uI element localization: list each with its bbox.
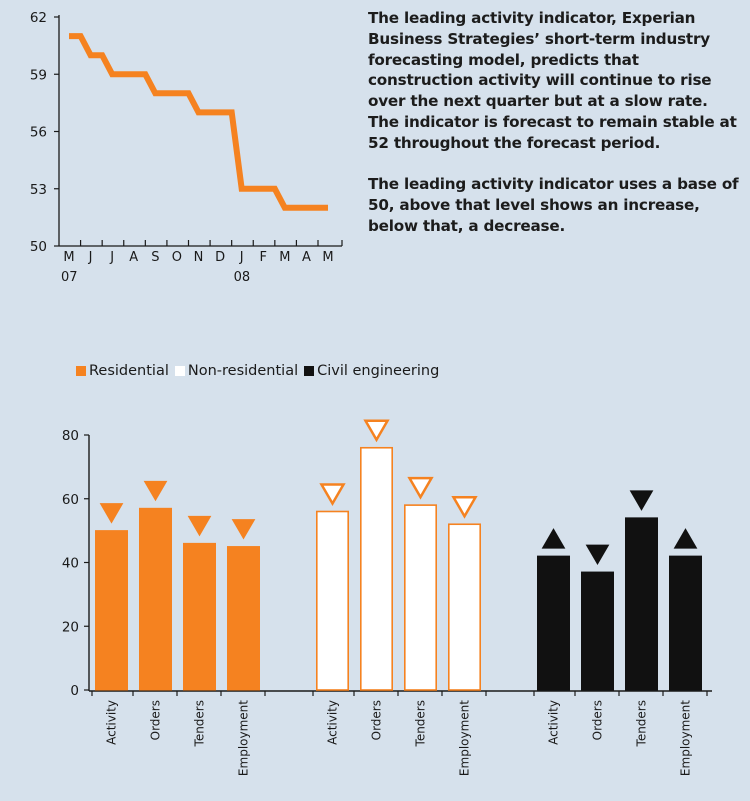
trend-down-arrow-icon (99, 503, 124, 524)
line-chart-x-tick-label: M (322, 250, 333, 265)
bar-civil-engineering-orders (581, 571, 614, 691)
bar-category-label: Activity (326, 700, 340, 745)
line-chart-y-tick-label: 53 (30, 182, 47, 198)
trend-down-arrow-icon (187, 515, 212, 537)
bar-residential-orders (139, 507, 172, 691)
bar-chart-y-tick-label: 20 (62, 619, 79, 635)
trend-down-arrow-icon (143, 480, 168, 502)
bar-chart-y-tick-label: 0 (70, 683, 79, 699)
line-chart-x-tick-label: A (129, 250, 138, 265)
line-chart-x-tick-label: A (302, 250, 311, 265)
bar-category-label: Activity (547, 700, 561, 745)
line-chart-year-label: 08 (234, 270, 251, 285)
line-chart-y-tick-label: 59 (30, 67, 47, 83)
chart-description: The leading activity indicator, Experian… (368, 8, 740, 258)
legend-label-non-residential: Non-residential (187, 363, 299, 379)
trend-down-arrow-icon (363, 419, 390, 443)
description-paragraph-1: The leading activity indicator, Experian… (368, 9, 737, 152)
bar-residential-activity (95, 530, 128, 691)
bar-category-label: Orders (591, 700, 605, 740)
line-chart-x-tick-label: O (172, 250, 182, 265)
legend-swatch-residential (76, 366, 86, 376)
trend-down-arrow-icon (585, 544, 610, 566)
line-chart-y-tick-label: 50 (30, 239, 47, 255)
trend-down-arrow-icon (407, 476, 434, 500)
line-chart-x-tick-label: J (88, 250, 93, 265)
line-chart-x-tick-label: M (63, 250, 74, 265)
line-chart-x-tick-label: N (194, 250, 204, 265)
legend-item-residential: Residential (76, 363, 169, 379)
line-chart-x-tick-label: J (109, 250, 114, 265)
bar-category-label: Tenders (193, 700, 207, 747)
line-chart-y-tick-label: 56 (30, 125, 47, 141)
legend-swatch-non-residential (174, 366, 185, 376)
bar-civil-engineering-tenders (625, 517, 658, 691)
line-chart-y-tick-label: 62 (30, 10, 47, 26)
legend-label-civil-engineering: Civil engineering (317, 363, 440, 379)
bar-civil-engineering-activity (537, 555, 570, 691)
bar-non-residential-tenders (403, 504, 437, 691)
bar-category-label: Employment (679, 700, 693, 776)
bar-chart-y-tick-label: 60 (62, 492, 79, 508)
bar-non-residential-employment (447, 523, 481, 691)
bar-category-label: Tenders (635, 700, 649, 747)
legend-item-civil-engineering: Civil engineering (304, 363, 439, 379)
legend-swatch-civil-engineering (304, 366, 315, 376)
bar-residential-employment (227, 546, 260, 691)
trend-down-arrow-icon (319, 483, 346, 506)
trend-down-arrow-icon (231, 519, 256, 540)
line-chart-x-tick-label: F (260, 250, 267, 265)
line-chart-x-tick-label: D (215, 250, 225, 265)
bar-category-label: Tenders (414, 700, 428, 747)
legend-label-residential: Residential (89, 363, 169, 379)
legend-item-non-residential: Non-residential (174, 363, 299, 379)
line-chart-year-label: 07 (61, 270, 78, 285)
bar-non-residential-activity (315, 510, 349, 691)
line-chart-x-tick-label: M (279, 250, 290, 265)
bar-chart-legend: Residential Non-residential Civil engine… (76, 363, 445, 379)
leading-activity-series-line (69, 33, 328, 211)
bar-residential-tenders (183, 542, 216, 691)
description-paragraph-2: The leading activity indicator uses a ba… (368, 175, 739, 235)
bar-civil-engineering-employment (669, 555, 702, 691)
line-chart-x-tick-label: S (151, 250, 159, 265)
trend-down-arrow-icon (451, 496, 478, 519)
bar-category-label: Employment (237, 700, 251, 776)
bar-category-label: Employment (458, 700, 472, 776)
bar-chart-y-tick-label: 80 (62, 428, 79, 444)
bar-chart-y-tick-label: 40 (62, 556, 79, 572)
trend-down-arrow-icon (629, 490, 654, 511)
bar-non-residential-orders (359, 446, 393, 691)
trend-up-arrow-icon (541, 528, 566, 549)
bar-category-label: Activity (105, 700, 119, 745)
bar-category-label: Orders (149, 700, 163, 740)
line-chart-x-tick-label: J (239, 250, 244, 265)
bar-category-label: Orders (370, 700, 384, 740)
trend-up-arrow-icon (673, 528, 698, 549)
